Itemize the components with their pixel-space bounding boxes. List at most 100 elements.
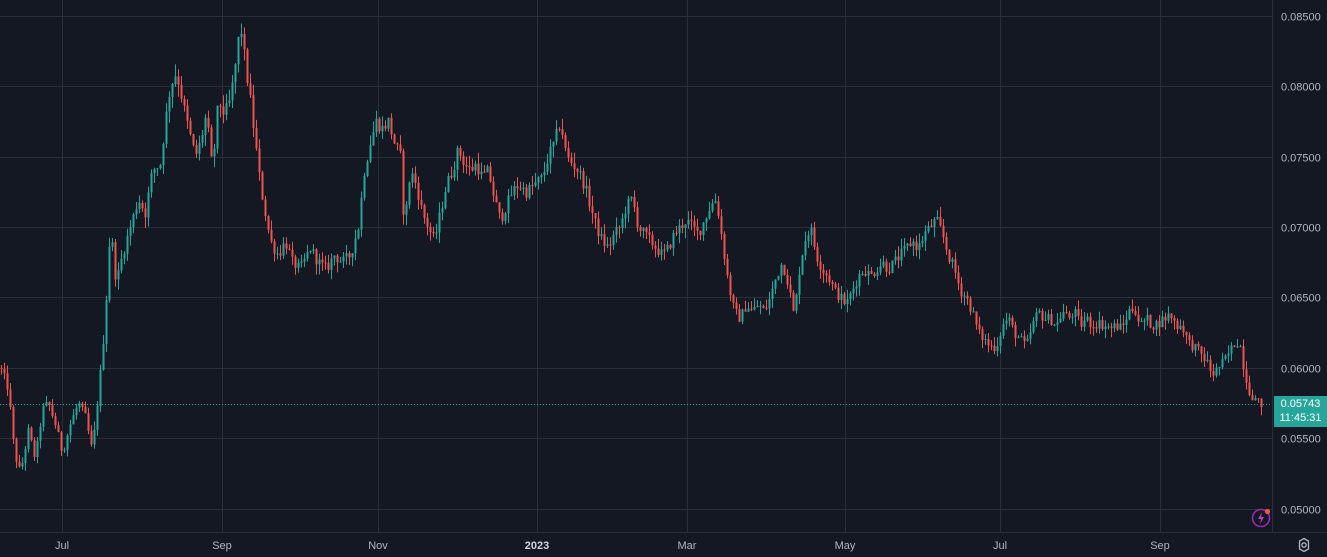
candle-body: [1005, 320, 1008, 324]
candle-body: [756, 305, 759, 308]
candle-body: [429, 226, 432, 232]
candle-body: [468, 166, 471, 168]
candle-body: [573, 163, 576, 170]
candle-body: [840, 293, 843, 301]
candle-body: [834, 283, 837, 288]
candle-body: [876, 272, 879, 276]
candle-body: [939, 216, 942, 226]
candle-body: [924, 231, 927, 241]
candle-body: [270, 229, 273, 242]
candle-body: [477, 163, 480, 175]
candle-body: [318, 259, 321, 265]
candle-body: [519, 188, 522, 190]
candle-body: [297, 262, 300, 268]
candle-body: [228, 100, 231, 104]
candle-body: [375, 118, 378, 133]
candle-body: [3, 368, 6, 374]
candle-body: [36, 440, 39, 457]
candle-body: [852, 288, 855, 294]
y-tick-label: 0.05500: [1281, 434, 1321, 446]
candle-body: [1224, 355, 1227, 359]
candle-body: [792, 292, 795, 311]
candle-body: [1065, 312, 1068, 314]
candle-body: [1236, 346, 1239, 348]
candle-body: [204, 117, 207, 136]
candle-body: [156, 168, 159, 170]
candle-body: [1245, 369, 1248, 383]
candle-body: [1176, 320, 1179, 329]
candle-body: [546, 163, 549, 172]
candle-body: [663, 249, 666, 251]
gear-icon[interactable]: [1296, 537, 1312, 553]
candle-body: [642, 227, 645, 231]
candle-body: [687, 219, 690, 225]
candle-body: [729, 275, 732, 296]
candle-body: [348, 253, 351, 258]
candle-body: [33, 440, 36, 457]
candle-body: [999, 335, 1002, 347]
candle-body: [312, 249, 315, 251]
candle-body: [801, 255, 804, 275]
candle-body: [1101, 319, 1104, 330]
candle-body: [153, 169, 156, 173]
candle-body: [405, 204, 408, 215]
candle-body: [93, 429, 96, 445]
candle-body: [66, 435, 69, 450]
candle-body: [549, 146, 552, 164]
candle-body: [150, 172, 153, 193]
candle-body: [1056, 322, 1059, 325]
candle-body: [1125, 319, 1128, 325]
candle-body: [1113, 323, 1116, 329]
candle-body: [273, 241, 276, 254]
candle-body: [1017, 337, 1020, 339]
candle-body: [1077, 309, 1080, 317]
candle-series[interactable]: [0, 23, 1263, 471]
y-axis-ticks: 0.08500 0.08000 0.07500 0.07000 0.06500 0.060…: [1281, 12, 1321, 517]
candle-body: [492, 181, 495, 196]
y-tick-label: 0.06000: [1281, 364, 1321, 376]
candle-body: [984, 339, 987, 341]
candle-body: [426, 217, 429, 227]
candle-body: [1200, 346, 1203, 354]
y-tick-label: 0.08500: [1281, 12, 1321, 24]
candle-body: [1038, 310, 1041, 313]
candle-body: [912, 241, 915, 247]
candle-body: [75, 407, 78, 416]
candle-body: [960, 283, 963, 297]
candle-body: [1059, 318, 1062, 323]
candle-body: [81, 403, 84, 407]
candle-body: [708, 210, 711, 219]
candle-body: [417, 182, 420, 200]
y-tick-label: 0.07500: [1281, 153, 1321, 165]
candle-body: [933, 219, 936, 228]
candle-body: [564, 135, 567, 149]
candle-body: [1230, 345, 1233, 354]
candle-body: [411, 173, 414, 183]
candle-body: [129, 227, 132, 236]
candle-body: [594, 213, 597, 219]
candle-body: [165, 111, 168, 144]
candle-body: [96, 406, 99, 430]
candle-body: [861, 274, 864, 276]
candle-body: [1191, 340, 1194, 351]
candle-body: [90, 430, 93, 445]
candle-body: [345, 253, 348, 257]
candle-body: [111, 242, 114, 247]
candle-body: [72, 415, 75, 425]
candle-body: [135, 209, 138, 215]
candle-body: [651, 234, 654, 246]
lightning-icon[interactable]: [1251, 508, 1271, 528]
candle-body: [1074, 309, 1077, 317]
y-tick-label: 0.06500: [1281, 293, 1321, 305]
y-tick-label: 0.08000: [1281, 82, 1321, 94]
candle-body: [1203, 353, 1206, 361]
last-price-tag: 0.05743 11:45:31: [1274, 396, 1327, 427]
candle-body: [1173, 318, 1176, 321]
candle-body: [51, 405, 54, 417]
candle-body: [867, 271, 870, 276]
candle-body: [894, 256, 897, 261]
candle-body: [465, 164, 468, 167]
candle-body: [1080, 316, 1083, 327]
